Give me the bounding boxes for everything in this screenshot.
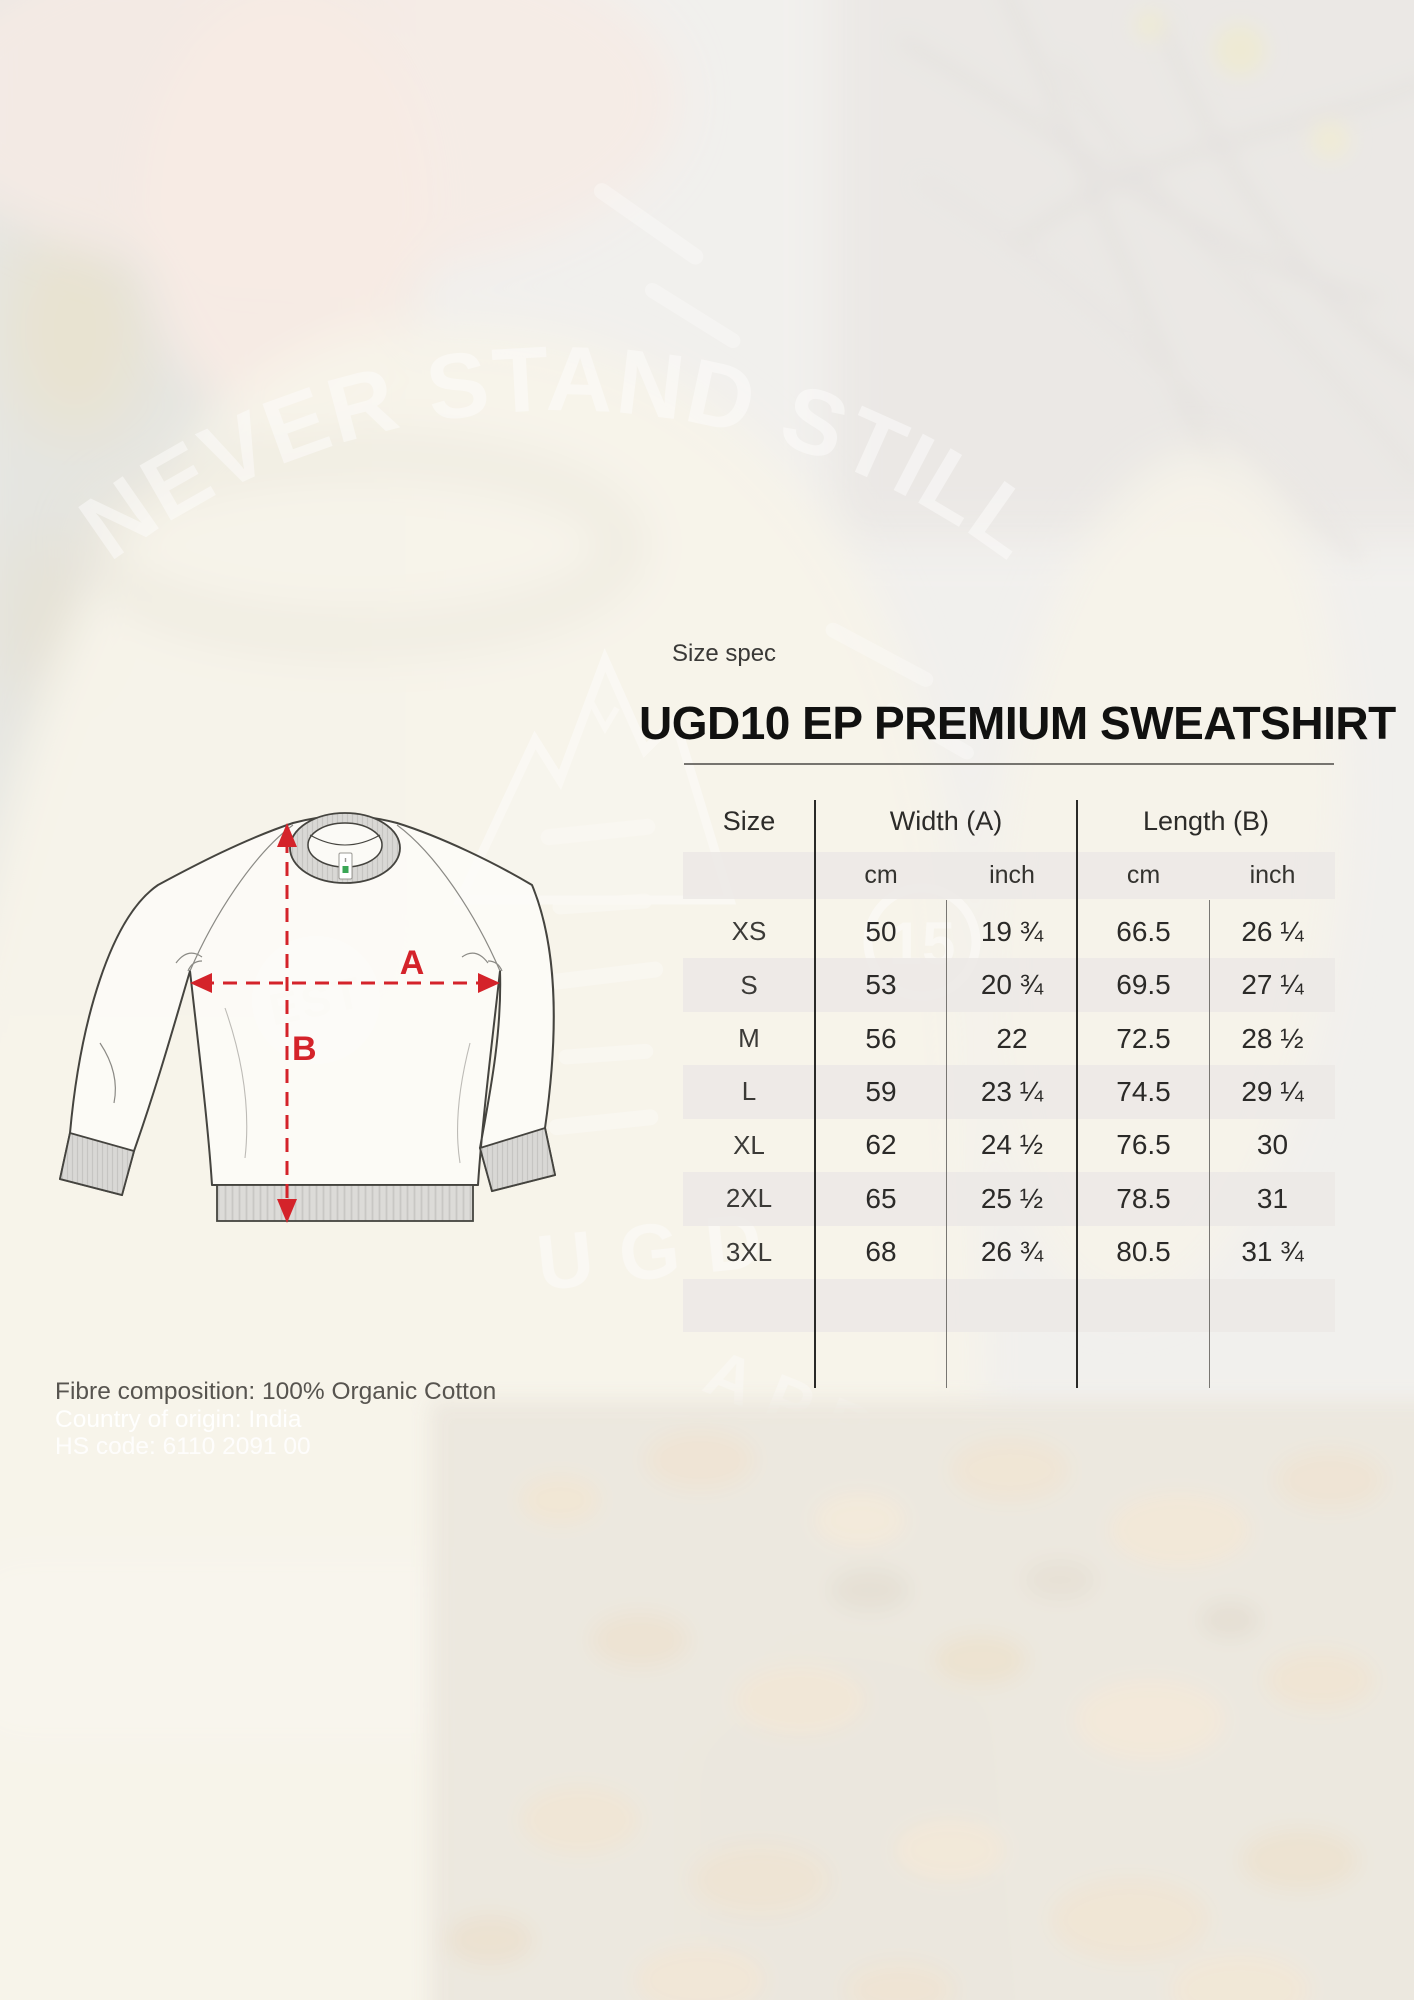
drape-lines — [224, 1007, 471, 1164]
unit-header-width-inch: inch — [989, 861, 1035, 889]
table-rows: XS 50 19 ¾ 66.5 26 ¼ S 53 20 ¾ 69.5 27 ¼ M 56 22 72.5… — [683, 905, 1335, 1333]
cell-wcm: 68 — [865, 1236, 897, 1268]
cell-linch: 28 ½ — [1241, 1022, 1304, 1054]
size-spec-label: Size spec — [672, 640, 777, 667]
column-header-size: Size — [722, 805, 776, 836]
cell-lcm: 78.5 — [1116, 1182, 1171, 1214]
table-empty-row — [683, 1278, 1335, 1333]
cell-lcm: 76.5 — [1116, 1129, 1171, 1161]
cell-winch: 24 ½ — [980, 1129, 1044, 1161]
sweatshirt-diagram: A B — [58, 812, 557, 1223]
cell-size: XL — [733, 1129, 765, 1160]
country-of-origin-note: Country of origin: India — [55, 1405, 302, 1433]
left-cuff — [58, 1131, 136, 1197]
table-divider-width-length — [1076, 800, 1078, 1388]
title-divider — [684, 763, 1334, 765]
cell-linch: 29 ¼ — [1241, 1075, 1304, 1107]
table-row: M 56 22 72.5 28 ½ — [683, 1012, 1335, 1065]
cell-winch: 19 ¾ — [980, 915, 1044, 947]
cell-wcm: 50 — [865, 915, 897, 947]
table-row: XS 50 19 ¾ 66.5 26 ¼ — [683, 905, 1335, 958]
page-title: UGD10 EP PREMIUM SWEATSHIRT — [639, 697, 1396, 749]
hs-code-note: HS code: 6110 2091 00 — [55, 1433, 311, 1461]
table-row: S 53 20 ¾ 69.5 27 ¼ — [683, 958, 1335, 1012]
column-header-length: Length (B) — [1142, 805, 1270, 836]
cell-wcm: 59 — [865, 1075, 897, 1107]
table-row: L 59 23 ¼ 74.5 29 ¼ — [683, 1065, 1335, 1119]
cell-wcm: 65 — [865, 1182, 897, 1214]
length-arrow-bottom — [277, 1199, 297, 1223]
cell-size: 3XL — [725, 1236, 773, 1267]
unit-header-spacer — [683, 852, 815, 899]
width-label-a: A — [400, 944, 425, 982]
table-row: XL 62 24 ½ 76.5 30 — [683, 1119, 1335, 1172]
width-arrow-left — [190, 973, 212, 993]
unit-header-width-cm: cm — [864, 861, 898, 889]
table-row: 3XL 68 26 ¾ 80.5 31 ¾ — [683, 1226, 1335, 1279]
table-divider-size-width — [814, 800, 816, 1388]
hem-band — [216, 1184, 474, 1222]
unit-header-length-cm: cm — [1126, 861, 1161, 889]
table-divider-width-cm-inch — [946, 900, 947, 1388]
cell-size: XS — [731, 916, 767, 947]
neck-label-logo — [342, 866, 349, 873]
cell-size: L — [741, 1076, 757, 1107]
cell-linch: 26 ¼ — [1241, 915, 1304, 947]
table-row: 2XL 65 25 ½ 78.5 31 — [683, 1172, 1335, 1226]
cell-lcm: 74.5 — [1116, 1075, 1171, 1107]
cell-winch: 26 ¾ — [980, 1236, 1044, 1268]
table-unit-headers: cm inch cm inch — [683, 852, 1335, 899]
cell-size: S — [740, 969, 758, 1000]
cell-lcm: 69.5 — [1116, 969, 1171, 1001]
cell-lcm: 72.5 — [1116, 1022, 1171, 1054]
cell-winch: 25 ½ — [980, 1182, 1044, 1214]
cell-wcm: 56 — [865, 1022, 897, 1054]
cell-linch: 30 — [1256, 1129, 1289, 1161]
table-divider-length-cm-inch — [1209, 900, 1210, 1388]
cell-wcm: 53 — [865, 969, 897, 1001]
fibre-composition-note: Fibre composition: 100% Organic Cotton — [55, 1378, 497, 1405]
column-header-width: Width (A) — [889, 805, 1003, 836]
width-arrow-right — [478, 973, 500, 993]
cell-lcm: 66.5 — [1116, 915, 1171, 947]
table-group-headers: Size Width (A) Length (B) — [683, 790, 1335, 852]
cell-winch: 20 ¾ — [980, 969, 1044, 1001]
back-neckline — [309, 834, 381, 846]
cell-winch: 23 ¼ — [980, 1075, 1044, 1107]
right-cuff — [478, 1126, 557, 1193]
cell-lcm: 80.5 — [1116, 1236, 1171, 1268]
cell-linch: 31 — [1256, 1182, 1289, 1214]
cell-linch: 27 ¼ — [1241, 969, 1304, 1001]
length-arrow-top — [277, 823, 297, 847]
size-table: Size Width (A) Length (B) cm inch cm inc… — [683, 790, 1335, 1390]
length-label-b: B — [292, 1030, 317, 1068]
cell-linch: 31 ¾ — [1241, 1236, 1304, 1268]
cell-wcm: 62 — [865, 1129, 897, 1161]
sweatshirt-body-outline — [59, 815, 556, 1196]
measurement-annotations: A B — [190, 823, 500, 1223]
unit-header-length-inch: inch — [1249, 861, 1296, 889]
product-notes: Fibre composition: 100% Organic Cotton C… — [55, 1378, 496, 1461]
cell-size: 2XL — [725, 1183, 773, 1214]
cell-size: M — [738, 1023, 760, 1054]
cell-winch: 22 — [996, 1022, 1028, 1054]
seam-lines — [99, 824, 503, 1104]
